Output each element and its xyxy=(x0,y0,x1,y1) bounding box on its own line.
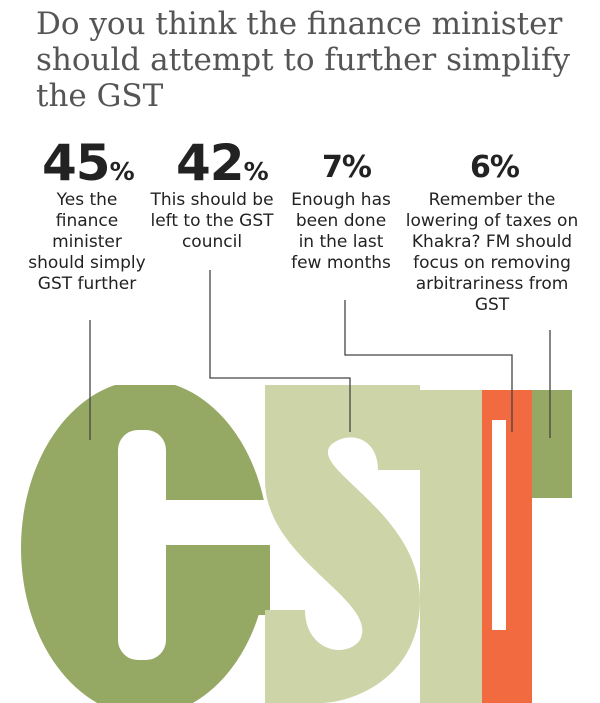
percent-unit: % xyxy=(109,157,135,186)
t-gap xyxy=(492,420,506,630)
leader-line-enough-done xyxy=(344,300,513,432)
bar-enough-done-letter-t xyxy=(420,390,482,703)
percent-label-gst-council: 42% xyxy=(176,134,269,192)
leader-line-gst-council xyxy=(209,270,351,432)
answer-label-enough-done: Enough has been done in the last few mon… xyxy=(291,190,391,273)
percent-unit: % xyxy=(489,150,520,185)
bar-gst-council-letter-s xyxy=(265,385,420,703)
chart-title: Do you think the finance minister should… xyxy=(36,6,570,114)
percent-unit: % xyxy=(341,150,372,185)
percent-value: 7 xyxy=(322,150,343,185)
percent-label-khakra: 6% xyxy=(470,150,520,185)
answer-label-khakra: Remember the lowering of taxes on Khakra… xyxy=(405,190,579,315)
percent-value: 45 xyxy=(42,134,111,192)
percent-unit: % xyxy=(243,157,269,186)
t-foot xyxy=(490,630,532,703)
answer-label-gst-council: This should be left to the GST council xyxy=(150,190,274,252)
percent-value: 42 xyxy=(176,134,245,192)
percent-label-enough-done: 7% xyxy=(322,150,372,185)
percent-value: 6 xyxy=(470,150,491,185)
percent-label-yes: 45% xyxy=(42,134,135,192)
bar-yes-letter-g xyxy=(21,385,270,703)
answer-label-yes: Yes the finance minister should simply G… xyxy=(28,190,146,294)
bar-khakra-letter-t-green xyxy=(532,390,572,498)
